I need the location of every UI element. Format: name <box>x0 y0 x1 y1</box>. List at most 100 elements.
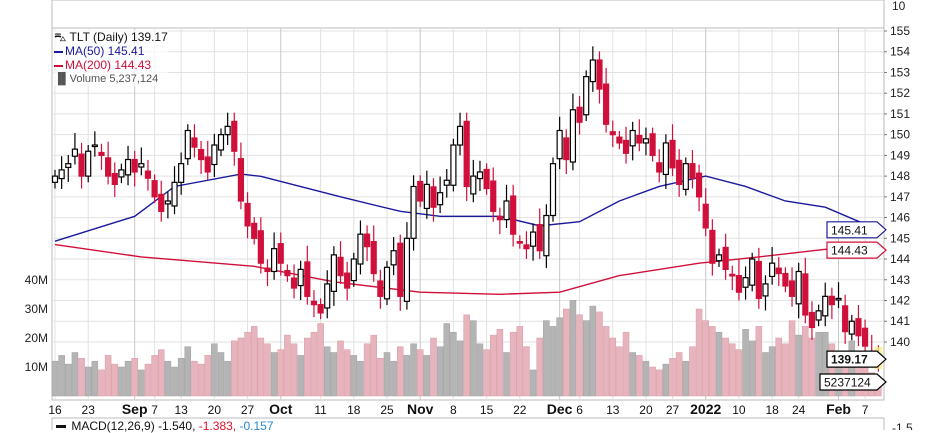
volume-bar <box>231 340 238 397</box>
volume-bar <box>616 346 623 397</box>
candle-body <box>576 106 583 123</box>
volume-bar <box>78 358 85 397</box>
price-tick-label: 145 <box>890 231 910 245</box>
volume-bar <box>237 337 245 397</box>
candle-body <box>111 173 118 186</box>
volume-bar <box>483 349 490 397</box>
x-tick-label: 24 <box>792 403 806 417</box>
candle-body <box>676 159 683 186</box>
candle-body <box>549 163 557 217</box>
candle-body <box>463 120 470 188</box>
candle-body <box>164 200 171 205</box>
x-tick-label: 8 <box>450 403 457 417</box>
volume-bar <box>330 352 338 397</box>
x-tick-label: Dec <box>547 401 573 417</box>
volume-bar <box>84 366 92 397</box>
price-tick-label: 154 <box>890 45 910 59</box>
volume-bar <box>762 352 769 397</box>
price-tag-ma200 <box>826 241 887 259</box>
x-tick-label: 25 <box>380 403 394 417</box>
candle-body <box>91 144 98 148</box>
volume-bar <box>151 355 158 397</box>
volume-bar <box>795 334 802 397</box>
candle-body <box>563 137 570 161</box>
volume-bar <box>509 331 517 397</box>
candle-body <box>729 273 736 277</box>
price-tick-label: 140 <box>890 335 910 349</box>
x-tick-label: 20 <box>208 403 222 417</box>
price-tick-label: 144 <box>890 252 910 266</box>
volume-bar <box>317 323 324 397</box>
volume-bar <box>244 331 251 397</box>
candle-body <box>417 180 424 202</box>
candle-body <box>397 242 404 297</box>
candle-body <box>138 163 145 168</box>
candle-body <box>569 109 577 163</box>
candle-body <box>649 133 656 156</box>
candle-body <box>211 144 218 166</box>
volume-bar <box>410 343 417 397</box>
candle-body <box>231 120 238 152</box>
price-tag-label-ma200: 144.43 <box>831 244 868 258</box>
price-tick-label: 150 <box>890 128 910 142</box>
x-tick-label: Feb <box>826 401 851 417</box>
volume-bar <box>476 343 484 397</box>
volume-bar <box>363 343 371 397</box>
volume-bar <box>729 343 736 397</box>
candle-body <box>709 229 716 264</box>
candle-body <box>257 230 264 264</box>
candle-body <box>543 214 550 257</box>
x-tick-label: 10 <box>732 403 746 417</box>
candle-body <box>191 137 198 148</box>
candle-body <box>583 76 590 116</box>
volume-bar <box>788 320 796 397</box>
price-tick-label: 143 <box>890 273 910 287</box>
candle-body <box>390 250 397 266</box>
legend-volume-text: Volume 5,237,124 <box>69 73 159 85</box>
candle-body <box>244 202 251 227</box>
candle-body <box>277 243 284 264</box>
candle-body <box>476 171 484 180</box>
volume-bar <box>636 355 643 397</box>
candle-body <box>284 270 291 277</box>
candle-body <box>363 233 371 248</box>
candle-body <box>662 142 669 176</box>
candle-body <box>337 256 344 277</box>
volume-bar <box>735 349 743 397</box>
top-panel <box>51 0 885 29</box>
volume-bar <box>224 360 231 397</box>
candle-body <box>310 300 318 306</box>
candle-body <box>65 163 72 169</box>
x-tick-label: Oct <box>269 401 293 417</box>
volume-bar <box>343 349 351 397</box>
volume-bar <box>157 349 165 397</box>
candle-body <box>669 139 676 169</box>
volume-bar <box>370 334 377 397</box>
volume-bar <box>290 343 298 397</box>
x-tick-label: 6 <box>576 403 583 417</box>
volume-bar <box>722 337 729 397</box>
volume-bar <box>270 352 278 397</box>
candle-body <box>98 151 105 156</box>
candle-body <box>788 280 796 297</box>
price-tag-volume <box>819 373 887 391</box>
volume-bar <box>184 346 192 397</box>
candle-body <box>629 129 636 147</box>
volume-bar <box>443 323 451 397</box>
candle-body <box>782 272 789 287</box>
candle-body <box>410 185 417 239</box>
volume-bar <box>675 352 683 397</box>
candle-body <box>470 175 477 195</box>
candle-body <box>749 258 756 286</box>
volume-bar <box>264 343 271 397</box>
candle-body <box>304 261 311 297</box>
volume-bar <box>622 331 630 397</box>
candle-body <box>423 183 430 210</box>
volume-bar <box>177 358 185 397</box>
candle-body <box>695 172 703 198</box>
candle-body <box>58 169 65 180</box>
volume-bar <box>496 329 504 397</box>
candle-body <box>224 125 231 136</box>
volume-bar <box>171 366 178 397</box>
